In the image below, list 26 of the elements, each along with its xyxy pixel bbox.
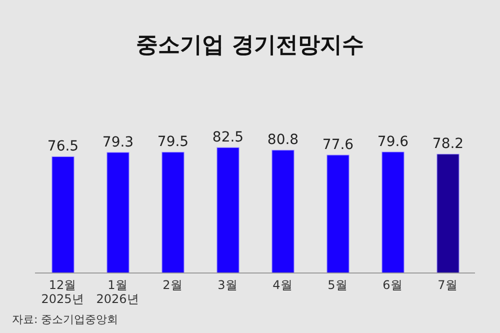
x-tick-label: 12월 2025년	[41, 278, 84, 306]
bar	[382, 152, 404, 273]
chart-title: 중소기업 경기전망지수	[135, 32, 365, 60]
data-label: 80.8	[267, 132, 299, 148]
x-tick-label: 2월	[162, 278, 182, 292]
x-tick-label: 1월 2026년	[96, 278, 139, 306]
data-label: 79.6	[377, 134, 409, 150]
bar	[52, 156, 74, 273]
data-label: 79.3	[102, 134, 134, 150]
bar	[106, 152, 130, 273]
data-label: 79.5	[157, 134, 189, 150]
x-tick-label: 4월	[272, 278, 292, 292]
x-tick-label: 3월	[218, 278, 238, 292]
data-label: 76.5	[47, 138, 79, 155]
data-label: 77.6	[322, 137, 354, 154]
x-tick-label: 7월	[438, 278, 458, 292]
bar	[272, 150, 294, 273]
bar	[216, 147, 240, 273]
data-label: 78.2	[432, 136, 464, 152]
text: 자료: 중소기업중앙회	[12, 312, 118, 327]
x-tick-label: 6월	[382, 278, 402, 292]
bar	[162, 152, 184, 273]
bar	[326, 154, 350, 273]
bar	[436, 154, 460, 273]
data-label: 82.5	[212, 130, 244, 146]
x-tick-label: 5월	[328, 278, 348, 292]
